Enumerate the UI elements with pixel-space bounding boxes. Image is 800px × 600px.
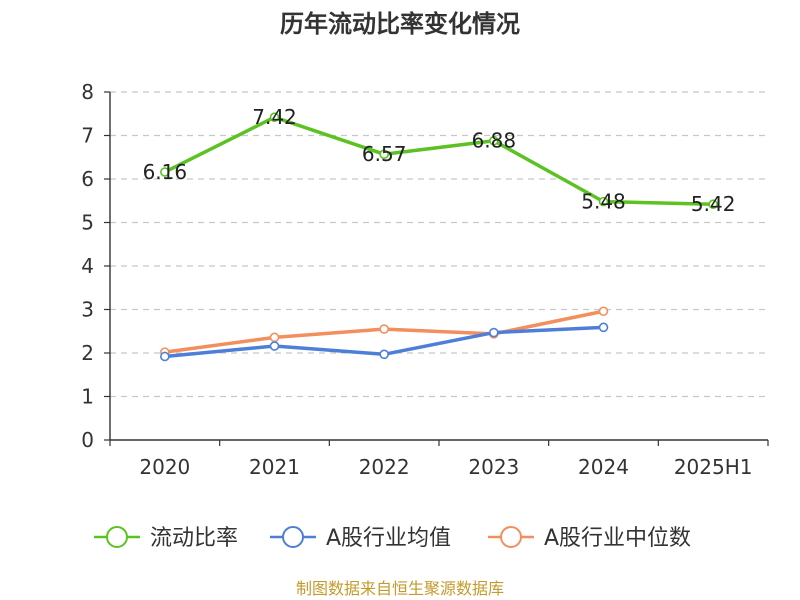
data-point: [489, 327, 499, 338]
legend-label: 流动比率: [150, 526, 238, 551]
y-tick-label: 2: [81, 341, 94, 365]
x-tick-label: 2024: [578, 455, 629, 479]
legend-marker: [282, 526, 304, 548]
legend-item-1: A股行业均值: [270, 526, 451, 551]
data-point: [598, 322, 609, 333]
data-label: 7.42: [252, 105, 297, 129]
y-tick-label: 5: [81, 211, 94, 235]
x-tick-label: 2025H1: [674, 455, 753, 479]
x-tick-label: 2021: [249, 455, 300, 479]
legend-marker: [500, 526, 522, 548]
x-tick-label: 2023: [468, 455, 519, 479]
source-note: 制图数据来自恒生聚源数据库: [296, 579, 504, 598]
y-tick-label: 0: [81, 428, 94, 452]
data-point: [379, 349, 389, 360]
data-point: [160, 351, 170, 362]
legend-label: A股行业中位数: [544, 526, 691, 551]
chart-title: 历年流动比率变化情况: [280, 10, 520, 38]
legend-marker: [106, 526, 128, 548]
data-point: [160, 167, 170, 177]
data-label: 6.88: [472, 129, 517, 153]
data-label: 5.48: [581, 190, 626, 214]
data-label: 6.57: [362, 142, 407, 166]
legend-label: A股行业均值: [326, 526, 451, 551]
x-tick-label: 2020: [139, 455, 190, 479]
axes: 0 1 2 3 4 5 6 7 8 2020 2021 2022 2023 2024 2025H1: [81, 80, 769, 479]
y-tick-label: 8: [81, 80, 94, 104]
series-1: [160, 322, 609, 362]
series-0: [160, 112, 718, 210]
y-tick-label: 7: [81, 124, 94, 148]
legend-item-2: A股行业中位数: [488, 526, 691, 551]
data-label: 5.42: [691, 192, 736, 216]
x-tick-label: 2022: [359, 455, 410, 479]
data-point: [489, 135, 499, 146]
data-point: [379, 149, 389, 160]
legend-item-0: 流动比率: [94, 526, 238, 551]
legend: 流动比率 A股行业均值 A股行业中位数: [94, 526, 691, 551]
data-labels: 6.16 7.42 6.57 6.88 5.48 5.42: [143, 105, 736, 216]
series-line: [164, 115, 714, 206]
data-point: [598, 196, 609, 207]
data-point: [269, 332, 280, 343]
y-tick-label: 4: [81, 254, 94, 278]
y-tick-label: 1: [81, 385, 94, 409]
data-point: [269, 341, 280, 351]
y-tick-label: 3: [81, 298, 94, 322]
data-point: [708, 199, 718, 210]
data-point: [379, 324, 389, 334]
series-layer: [160, 112, 718, 362]
data-point: [598, 306, 609, 317]
y-tick-label: 6: [81, 167, 94, 191]
data-point: [269, 112, 280, 123]
data-label: 6.16: [143, 160, 188, 184]
